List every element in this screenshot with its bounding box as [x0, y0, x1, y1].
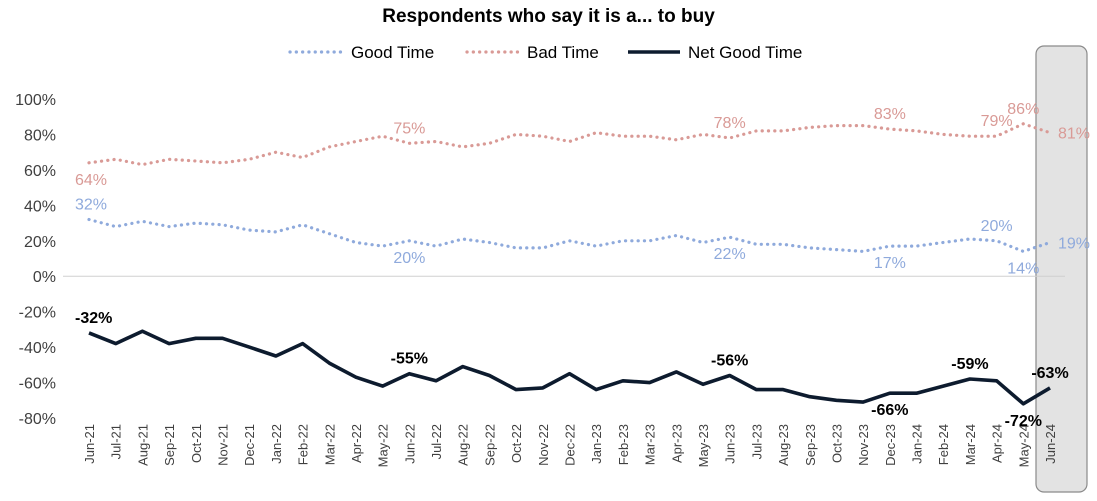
data-label-good: 20%	[393, 250, 425, 267]
x-tick-label: Jun-22	[402, 424, 417, 464]
x-tick-label: Nov-21	[215, 424, 230, 466]
x-tick-label: May-24	[1016, 424, 1031, 467]
series-line-net	[88, 329, 1051, 406]
y-tick-label: 60%	[24, 163, 56, 180]
x-tick-label: Oct-22	[509, 424, 524, 463]
x-tick-label: Jul-23	[749, 424, 764, 459]
data-label-good: 14%	[1007, 260, 1039, 277]
y-tick-label: 0%	[33, 269, 56, 286]
data-label-bad: 64%	[75, 172, 107, 189]
x-tick-label: May-23	[696, 424, 711, 467]
x-tick-label: Aug-23	[776, 424, 791, 466]
y-tick-label: 100%	[15, 92, 56, 109]
data-label-net: -66%	[871, 402, 908, 419]
legend-label-bad: Bad Time	[527, 43, 599, 62]
legend-label-net: Net Good Time	[688, 43, 802, 62]
legend-label-good: Good Time	[351, 43, 434, 62]
x-tick-label: Sep-22	[482, 424, 497, 466]
x-tick-label: Sep-21	[162, 424, 177, 466]
x-tick-label: Nov-23	[856, 424, 871, 466]
y-tick-label: -40%	[19, 340, 56, 357]
data-label-net: -32%	[75, 310, 112, 327]
x-tick-label: Aug-21	[135, 424, 150, 466]
data-label-good: 32%	[75, 197, 107, 214]
x-tick-label: Nov-22	[536, 424, 551, 466]
y-tick-label: 80%	[24, 127, 56, 144]
x-tick-label: Feb-24	[936, 424, 951, 465]
x-tick-label: Jun-24	[1043, 424, 1058, 464]
data-label-good: 22%	[714, 246, 746, 263]
data-label-net: -59%	[951, 356, 988, 373]
data-label-bad: 79%	[981, 113, 1013, 130]
x-tick-label: Jan-24	[910, 424, 925, 464]
x-tick-label: Jul-21	[109, 424, 124, 459]
x-tick-label: Mar-24	[963, 424, 978, 465]
y-tick-label: -80%	[19, 411, 56, 428]
data-label-bad: 83%	[874, 106, 906, 123]
x-tick-label: Feb-23	[616, 424, 631, 465]
y-tick-label: -60%	[19, 376, 56, 393]
x-tick-label: Apr-24	[990, 424, 1005, 463]
data-label-good: 19%	[1058, 236, 1090, 253]
x-tick-label: Jul-22	[429, 424, 444, 459]
data-label-bad: 81%	[1058, 126, 1090, 143]
data-label-net: -72%	[1005, 413, 1042, 430]
data-label-net: -55%	[391, 351, 428, 368]
y-tick-label: 40%	[24, 198, 56, 215]
data-label-good: 17%	[874, 255, 906, 272]
x-tick-label: Oct-23	[829, 424, 844, 463]
x-tick-label: Mar-22	[322, 424, 337, 465]
series-line-bad	[87, 122, 1052, 167]
x-tick-label: Apr-22	[349, 424, 364, 463]
x-tick-label: Mar-23	[643, 424, 658, 465]
x-tick-label: Jan-22	[269, 424, 284, 464]
data-label-good: 20%	[981, 218, 1013, 235]
x-tick-label: Jun-21	[82, 424, 97, 464]
x-tick-label: Dec-21	[242, 424, 257, 466]
x-tick-label: Oct-21	[189, 424, 204, 463]
x-tick-label: Apr-23	[669, 424, 684, 463]
x-tick-label: Dec-23	[883, 424, 898, 466]
y-tick-label: 20%	[24, 234, 56, 251]
x-tick-label: Feb-22	[296, 424, 311, 465]
x-tick-label: Dec-22	[563, 424, 578, 466]
data-label-net: -63%	[1031, 365, 1068, 382]
data-label-bad: 78%	[714, 115, 746, 132]
highlight-box	[1035, 45, 1088, 493]
chart-title: Respondents who say it is a... to buy	[382, 6, 715, 27]
x-tick-label: Jun-23	[723, 424, 738, 464]
x-tick-label: Jan-23	[589, 424, 604, 464]
data-label-bad: 86%	[1007, 101, 1039, 118]
data-label-net: -56%	[711, 352, 748, 369]
x-tick-label: Aug-22	[456, 424, 471, 466]
data-label-bad: 75%	[393, 120, 425, 137]
x-tick-label: Sep-23	[803, 424, 818, 466]
x-tick-label: May-22	[376, 424, 391, 467]
y-tick-label: -20%	[19, 305, 56, 322]
series-line-good	[87, 217, 1052, 254]
